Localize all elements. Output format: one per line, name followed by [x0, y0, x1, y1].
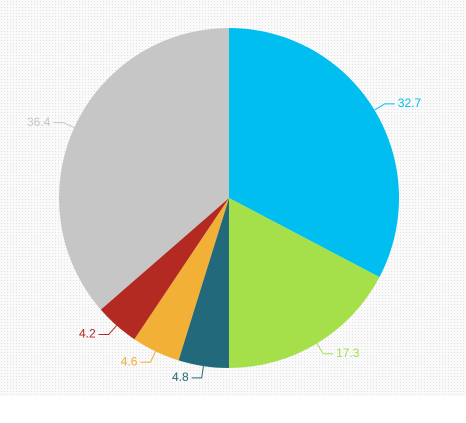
pie-slice — [178, 198, 229, 368]
pie-slice — [229, 28, 399, 278]
pie-slice — [59, 28, 229, 310]
data-label: 4.2 — [79, 327, 96, 341]
pie-slice — [100, 198, 229, 340]
data-label: 17.3 — [336, 346, 360, 360]
leader-line — [316, 343, 334, 355]
leader-line — [191, 365, 204, 379]
data-label: 4.8 — [172, 370, 189, 384]
leader-line — [140, 351, 157, 363]
pie-slice — [229, 198, 380, 369]
pie-slice — [134, 198, 229, 361]
leader-line — [53, 122, 75, 129]
leader-line — [98, 325, 117, 336]
leader-line — [374, 103, 395, 111]
data-label: 32.7 — [398, 96, 422, 110]
data-label: 4.6 — [121, 354, 138, 368]
data-label: 36.4 — [27, 115, 51, 129]
